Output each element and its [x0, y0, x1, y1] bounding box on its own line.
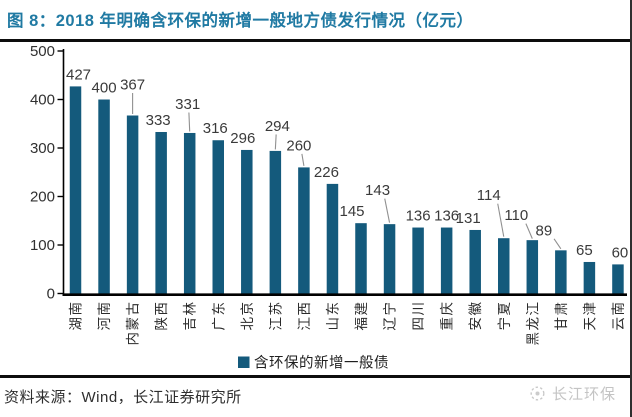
right-edge-scrollbar[interactable] [630, 0, 632, 417]
bar [440, 227, 453, 295]
x-category-label: 山东 [325, 301, 340, 331]
x-category-label: 陕西 [154, 301, 169, 331]
source-note: 资料来源：Wind，长江证券研究所 [4, 389, 242, 406]
bar [212, 140, 224, 295]
bar [555, 250, 567, 295]
bar-value-label: 260 [286, 137, 311, 154]
label-leader-line [553, 238, 562, 250]
bar-value-label: 143 [365, 182, 390, 199]
bar-value-label: 110 [504, 207, 528, 224]
bar [498, 238, 510, 295]
x-category-label: 吉林 [183, 301, 198, 331]
bar [469, 229, 481, 295]
bar-value-label: 226 [314, 164, 339, 181]
bar-value-label: 89 [536, 222, 553, 239]
bar-value-label: 136 [406, 208, 431, 225]
footer-divider [0, 375, 632, 378]
bar [526, 240, 539, 295]
label-leader-line [384, 198, 391, 223]
x-category-label: 黑龙江 [525, 301, 540, 346]
legend-swatch [238, 356, 250, 368]
y-tick-label: 200 [30, 189, 55, 206]
y-tick-label: 300 [30, 140, 55, 157]
bar-value-label: 131 [456, 210, 481, 227]
label-leader-line [301, 153, 305, 166]
y-tick-label: 400 [30, 92, 55, 109]
bar [183, 132, 196, 295]
x-category-label: 云南 [611, 301, 626, 331]
bar-value-label: 316 [203, 120, 228, 137]
label-leader-line [188, 112, 191, 132]
bar [98, 99, 110, 295]
watermark: 长江环保 [529, 383, 616, 404]
y-tick-label: 100 [30, 237, 55, 254]
bar [269, 150, 282, 295]
x-category-label: 内蒙古 [126, 301, 141, 346]
x-category-label: 四川 [411, 301, 426, 331]
x-category-label: 广东 [211, 301, 226, 331]
bar [155, 131, 167, 295]
footer: 资料来源：Wind，长江证券研究所 长江环保 [0, 378, 632, 416]
bar [326, 183, 339, 295]
x-category-label: 辽宁 [382, 301, 398, 331]
x-category-label: 福建 [354, 301, 369, 331]
bar-value-label: 136 [434, 208, 459, 225]
figure-title: 图 8：2018 年明确含环保的新增一般地方债发行情况（亿元） [7, 12, 474, 30]
bar [126, 115, 139, 295]
label-leader-line [497, 203, 505, 237]
label-leader-line [274, 134, 277, 150]
bar [612, 264, 624, 295]
x-category-label: 安徽 [468, 301, 483, 331]
x-category-label: 天津 [582, 301, 597, 331]
x-category-label: 湖南 [69, 301, 84, 331]
bar-value-label: 65 [576, 242, 593, 259]
bar [412, 227, 424, 295]
x-category-label: 河南 [97, 301, 112, 331]
legend-label: 含环保的新增一般债 [254, 355, 389, 372]
bar [241, 149, 253, 295]
x-category-label: 江苏 [268, 301, 283, 331]
title-divider [0, 39, 632, 42]
bar-value-label: 145 [339, 203, 364, 220]
bar-value-label: 367 [120, 77, 145, 94]
watermark-text: 长江环保 [551, 386, 616, 403]
bar [583, 261, 596, 295]
x-category-label: 宁夏 [496, 301, 512, 331]
bar [69, 86, 82, 295]
bar [383, 224, 396, 295]
x-category-label: 北京 [240, 301, 255, 331]
x-category-label: 甘肃 [554, 301, 569, 331]
y-tick-label: 500 [30, 43, 55, 60]
bar-value-label: 427 [66, 66, 91, 83]
bar-value-label: 60 [612, 244, 629, 261]
bar-value-label: 333 [146, 112, 171, 129]
bar [298, 167, 310, 295]
x-category-label: 江西 [297, 301, 312, 331]
bar-value-label: 296 [230, 130, 255, 147]
bar-value-label: 400 [92, 80, 117, 97]
y-tick-label: 0 [47, 286, 55, 303]
bar [355, 223, 367, 295]
changjiang-ecology-logo-icon [530, 386, 545, 401]
x-category-label: 重庆 [440, 301, 455, 331]
bar-value-label: 294 [265, 118, 290, 135]
bar-value-label: 331 [175, 96, 200, 113]
label-leader-line [525, 223, 533, 239]
bar-value-label: 114 [477, 187, 501, 204]
